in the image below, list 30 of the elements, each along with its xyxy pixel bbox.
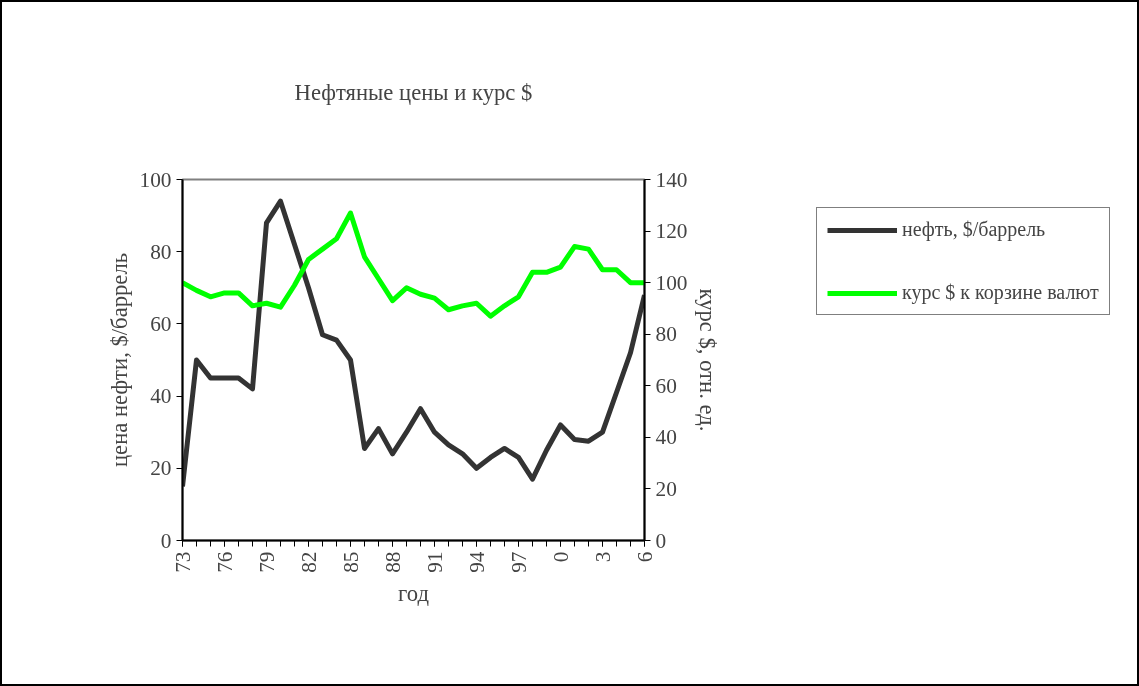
- y2-tick-label: 20: [655, 476, 677, 501]
- x-tick-label: 76: [212, 551, 237, 573]
- x-tick-label: 0: [548, 551, 573, 563]
- y2-tick-label: 60: [655, 373, 677, 398]
- x-tick-label: 94: [464, 551, 489, 573]
- x-tick-label: 6: [632, 551, 657, 563]
- y2-tick-label: 140: [655, 167, 688, 192]
- y2-tick-label: 100: [655, 270, 688, 295]
- y-axis-title: цена нефти, $/баррель: [106, 252, 132, 468]
- y2-tick-label: 120: [655, 219, 688, 244]
- x-tick-label: 82: [296, 551, 321, 573]
- y-tick-label: 60: [150, 311, 172, 336]
- y2-axis-title: курс $, отн. ед.: [695, 288, 721, 432]
- y-tick-label: 40: [150, 384, 172, 409]
- x-tick-label: 85: [338, 551, 363, 573]
- x-tick-label: 73: [170, 551, 195, 573]
- x-tick-label: 97: [506, 551, 531, 573]
- y2-tick-label: 80: [655, 322, 677, 347]
- y-tick-label: 100: [139, 167, 172, 192]
- legend-label: курс $ к корзине валют: [902, 281, 1099, 304]
- x-tick-label: 79: [254, 551, 279, 573]
- x-tick-label: 91: [422, 551, 447, 573]
- y2-tick-label: 40: [655, 425, 677, 450]
- chart-title: Нефтяные цены и курс $: [294, 79, 533, 105]
- y-tick-label: 20: [150, 456, 172, 481]
- x-tick-label: 3: [590, 551, 615, 563]
- y-tick-label: 80: [150, 239, 172, 264]
- legend-label: нефть, $/баррель: [902, 218, 1046, 241]
- x-tick-label: 88: [380, 551, 405, 573]
- x-axis-title: год: [398, 580, 430, 606]
